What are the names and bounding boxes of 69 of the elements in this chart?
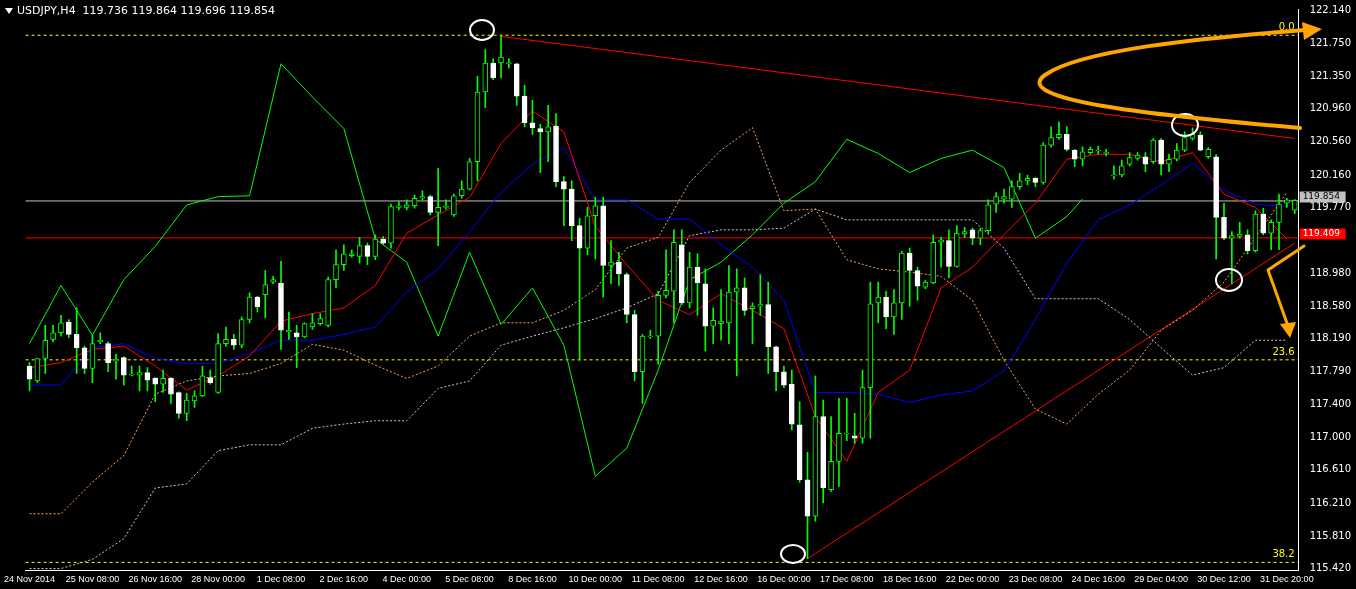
x-tick-label: 5 Dec 08:00	[445, 574, 494, 585]
x-tick-label: 10 Dec 00:00	[568, 574, 623, 585]
y-tick-label: 115.420	[1309, 562, 1352, 574]
y-tick-label: 117.790	[1309, 365, 1352, 377]
candlestick	[348, 249, 355, 258]
x-tick-label: 25 Nov 08:00	[65, 574, 120, 585]
annotation: 0.0	[1278, 21, 1295, 33]
candlestick	[435, 168, 441, 246]
candlestick	[506, 58, 512, 69]
y-tick-label: 122.140	[1309, 4, 1352, 16]
candlestick	[1236, 222, 1243, 239]
candlestick	[718, 289, 724, 341]
candlestick	[128, 365, 135, 377]
candlestick	[608, 240, 614, 285]
x-tick-label: 24 Nov 2014	[4, 574, 56, 585]
candlestick	[938, 236, 944, 268]
candlestick	[710, 307, 717, 344]
candlestick	[262, 270, 269, 319]
x-tick-label: 26 Nov 16:00	[128, 574, 183, 585]
x-tick-label: 16 Dec 00:00	[757, 574, 811, 585]
candlestick	[1229, 231, 1235, 285]
x-tick-label: 18 Dec 16:00	[882, 574, 937, 585]
x-tick-label: 4 Dec 00:00	[382, 574, 431, 585]
candlestick	[663, 249, 669, 299]
y-tick-label: 118.190	[1309, 332, 1352, 344]
y-tick-label: 120.160	[1309, 168, 1352, 180]
x-tick-label: 17 Dec 08:00	[820, 574, 874, 585]
x-tick-label: 28 Nov 00:00	[191, 574, 245, 585]
chart-title: USDJPY,H4 119.736 119.864 119.696 119.854	[17, 4, 276, 17]
x-tick-label: 1 Dec 08:00	[256, 574, 306, 585]
x-tick-label: 12 Dec 16:00	[694, 574, 748, 585]
candlestick	[545, 104, 552, 163]
candlestick	[592, 197, 599, 260]
ref-line-label: 119.409	[1302, 228, 1341, 239]
x-tick-label: 31 Dec 20:00	[1260, 574, 1314, 585]
y-tick-label: 116.210	[1309, 496, 1352, 508]
x-tick-label: 2 Dec 16:00	[319, 574, 369, 585]
candlestick	[875, 281, 882, 324]
x-tick-label: 29 Dec 04:00	[1134, 574, 1188, 585]
y-tick-label: 115.810	[1309, 529, 1352, 541]
candlestick	[73, 307, 80, 374]
y-tick-label: 117.000	[1309, 430, 1352, 442]
x-tick-label: 24 Dec 16:00	[1071, 574, 1126, 585]
candlestick	[537, 124, 544, 173]
x-tick-label: 23 Dec 08:00	[1008, 574, 1063, 585]
ref-line-label: 119.854	[1302, 191, 1341, 202]
y-tick-label: 121.750	[1309, 36, 1352, 48]
y-tick-label: 120.560	[1309, 135, 1352, 147]
candlestick	[1095, 145, 1102, 155]
y-tick-label: 121.350	[1309, 69, 1352, 81]
candlestick	[498, 36, 504, 79]
x-tick-label: 11 Dec 08:00	[631, 574, 685, 585]
annotation: 23.6	[1272, 345, 1295, 357]
annotation: 38.2	[1272, 548, 1295, 560]
y-tick-label: 116.610	[1309, 463, 1352, 475]
candlestick	[1111, 165, 1117, 180]
y-tick-label: 120.960	[1309, 102, 1352, 114]
candlestick	[843, 398, 850, 442]
candlestick	[1056, 121, 1062, 140]
x-tick-label: 30 Dec 12:00	[1197, 574, 1251, 585]
x-tick-label: 8 Dec 16:00	[508, 574, 557, 585]
y-tick-label: 119.770	[1309, 201, 1352, 213]
y-tick-label: 117.400	[1309, 397, 1352, 409]
candlestick	[293, 324, 300, 368]
y-tick-label: 118.980	[1309, 266, 1352, 278]
y-tick-label: 118.580	[1309, 299, 1352, 311]
candlestick	[1001, 188, 1007, 204]
x-tick-label: 22 Dec 00:00	[945, 574, 1000, 585]
candlestick	[561, 176, 567, 227]
